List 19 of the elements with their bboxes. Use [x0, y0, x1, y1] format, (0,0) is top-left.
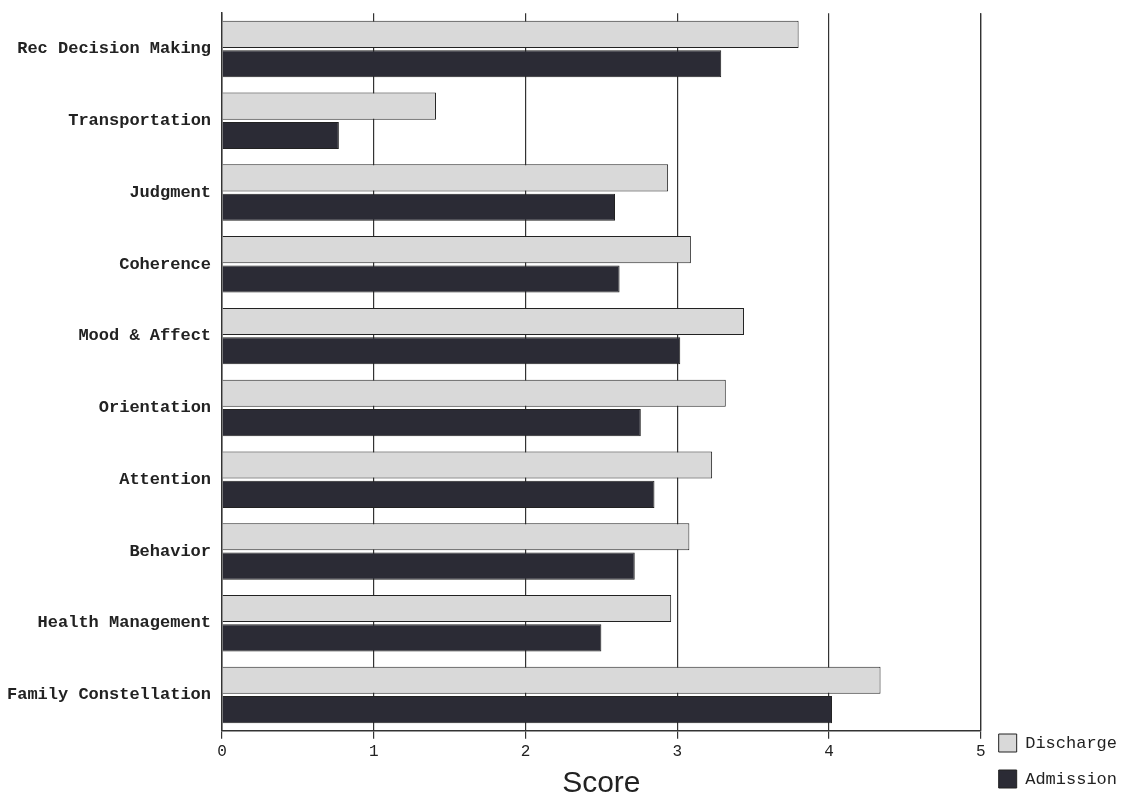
y-tick-label: Rec Decision Making: [17, 39, 212, 59]
y-tick-label: Attention: [119, 469, 212, 489]
legend-label: Discharge: [1025, 733, 1118, 753]
legend-label: Admission: [1025, 769, 1118, 789]
y-tick-label: Orientation: [98, 398, 212, 418]
y-tick-label: Health Management: [37, 613, 212, 633]
y-tick-label: Coherence: [119, 254, 212, 274]
x-tick-label: 5: [975, 742, 986, 761]
y-tick-label: Family Constellation: [6, 685, 212, 705]
x-tick-label: 3: [672, 742, 683, 761]
y-tick-label: Transportation: [68, 111, 212, 131]
y-tick-label: Judgment: [129, 182, 212, 202]
x-tick-label: 4: [824, 742, 834, 761]
y-tick-label: Mood & Affect: [78, 326, 212, 346]
y-tick-label: Behavior: [129, 541, 212, 561]
x-tick-label: 2: [520, 742, 531, 761]
x-tick-label: 0: [217, 742, 227, 761]
x-tick-label: 1: [368, 742, 379, 761]
x-axis-title: Score: [562, 765, 641, 799]
